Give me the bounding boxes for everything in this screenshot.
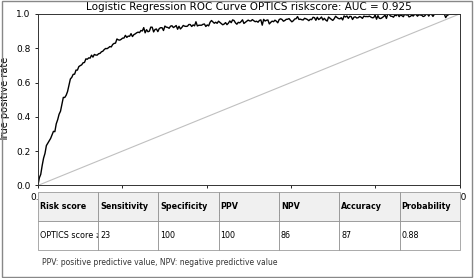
X-axis label: False positive rate: False positive rate [204,208,293,218]
Text: PPV: positive predictive value, NPV: negative predictive value: PPV: positive predictive value, NPV: neg… [42,258,278,267]
Y-axis label: True positive rate: True positive rate [0,57,10,142]
Title: Logistic Regression ROC Curve OPTICS riskscore: AUC = 0.925: Logistic Regression ROC Curve OPTICS ris… [86,2,412,12]
